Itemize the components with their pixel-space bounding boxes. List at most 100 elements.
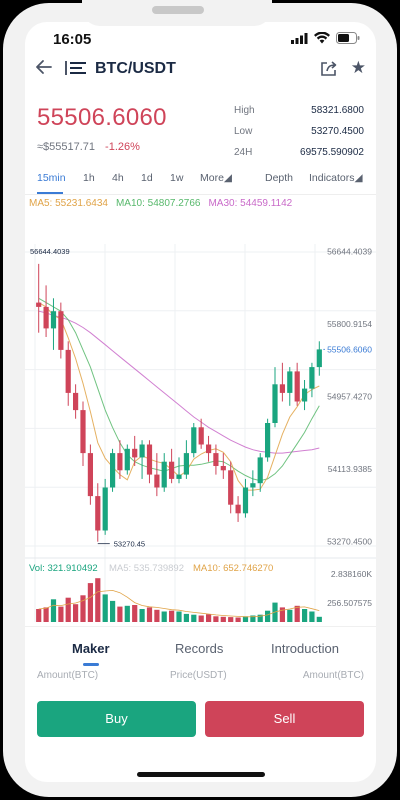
volume-bar bbox=[169, 610, 175, 622]
last-price: 55506.6060 bbox=[37, 104, 167, 131]
candle-body bbox=[169, 461, 175, 479]
tab-1w[interactable]: 1w bbox=[170, 172, 184, 184]
wifi-icon bbox=[314, 32, 330, 44]
volume-bar bbox=[294, 605, 300, 622]
y-axis-label: 54957.4270 bbox=[327, 392, 372, 402]
candle-body bbox=[191, 427, 197, 454]
volume-bar bbox=[302, 609, 308, 622]
candle-body bbox=[132, 448, 138, 458]
tab-records[interactable]: Records bbox=[175, 641, 224, 656]
notch bbox=[82, 0, 272, 26]
candle-body bbox=[80, 410, 86, 454]
kline-chart[interactable]: 56644.4039 55800.9154 55506.6060 54957.4270… bbox=[25, 222, 376, 624]
candle-body bbox=[110, 453, 116, 488]
ma-legend: MA5: 55231.6434 MA10: 54807.2766 MA30: 544… bbox=[29, 198, 292, 209]
tab-1h[interactable]: 1h bbox=[83, 172, 95, 184]
pair-title[interactable]: BTC/USDT bbox=[95, 60, 176, 77]
candle-body bbox=[154, 474, 160, 488]
candle-body bbox=[250, 483, 256, 488]
app-screen: 16:05 BTC/USDT ★ 55506.6060 ≈$55517.71 -1… bbox=[25, 22, 376, 782]
candle-body bbox=[228, 470, 234, 505]
ma30-value: MA30: 54459.1142 bbox=[208, 198, 293, 209]
candle-body bbox=[279, 384, 285, 393]
tab-depth[interactable]: Depth bbox=[265, 172, 294, 184]
ma10-value: MA10: 54807.2766 bbox=[115, 198, 201, 209]
candle-body bbox=[102, 487, 108, 531]
tab-introduction[interactable]: Introduction bbox=[271, 641, 339, 656]
tab-1d[interactable]: 1d bbox=[141, 172, 153, 184]
y-axis-label: 55800.9154 bbox=[327, 319, 372, 329]
volume-bar bbox=[279, 607, 285, 622]
volume-bar bbox=[95, 578, 101, 622]
candle-body bbox=[87, 453, 93, 497]
volume-bar bbox=[309, 611, 315, 622]
tab-more[interactable]: More◢ bbox=[200, 172, 232, 184]
ma30-line bbox=[38, 310, 320, 454]
col-amount-2: Amount(BTC) bbox=[302, 670, 364, 681]
tab-indicators[interactable]: Indicators◢ bbox=[309, 172, 363, 184]
volume-y-label: 2.838160K bbox=[331, 569, 372, 579]
volume-bar bbox=[265, 610, 271, 622]
volume-bar bbox=[183, 613, 189, 622]
current-price-label: 55506.6060 bbox=[327, 344, 372, 354]
battery-icon bbox=[336, 32, 360, 44]
volume-bar bbox=[102, 594, 108, 622]
candle-body bbox=[117, 453, 123, 471]
y-axis-label: 54113.9385 bbox=[328, 464, 373, 474]
volume-bar bbox=[242, 616, 249, 622]
volume-bar bbox=[220, 616, 226, 622]
status-icons bbox=[291, 32, 360, 44]
candle-body bbox=[213, 453, 219, 466]
share-icon[interactable] bbox=[320, 60, 338, 77]
volume-bar bbox=[206, 614, 212, 622]
fiat-price: ≈$55517.71 -1.26% bbox=[37, 141, 140, 153]
candle-body bbox=[309, 367, 315, 389]
buy-button[interactable]: Buy bbox=[37, 701, 196, 737]
candle-body bbox=[220, 466, 226, 471]
candle-body bbox=[65, 349, 71, 393]
menu-icon[interactable] bbox=[65, 61, 87, 75]
volume-value: Vol: 321.910492 bbox=[29, 563, 98, 574]
back-arrow-icon[interactable] bbox=[35, 59, 53, 75]
stat-low-label: Low bbox=[234, 126, 253, 137]
volume-bar bbox=[198, 615, 204, 622]
volume-bar bbox=[50, 599, 57, 622]
stat-low: Low 53270.4500 bbox=[234, 121, 364, 142]
volume-bar bbox=[80, 595, 86, 622]
candle-body bbox=[257, 457, 263, 484]
stat-high-value: 58321.6800 bbox=[311, 105, 364, 116]
candle-body bbox=[95, 496, 101, 531]
tab-15min[interactable]: 15min bbox=[37, 172, 66, 184]
sell-button[interactable]: Sell bbox=[205, 701, 364, 737]
volume-ma-line bbox=[38, 589, 320, 618]
favorite-star-icon[interactable]: ★ bbox=[350, 58, 366, 77]
candle-body bbox=[124, 448, 130, 471]
candle-body bbox=[287, 371, 293, 393]
candle-body bbox=[294, 371, 300, 402]
volume-bar bbox=[58, 606, 64, 622]
tab-4h[interactable]: 4h bbox=[112, 172, 124, 184]
top-bar: BTC/USDT ★ bbox=[25, 52, 376, 88]
volume-bar bbox=[87, 583, 93, 622]
candle-body bbox=[272, 384, 278, 423]
volume-bar bbox=[124, 605, 130, 622]
price-change: -1.26% bbox=[105, 141, 140, 153]
volume-bar bbox=[146, 607, 153, 622]
volume-bar bbox=[43, 607, 49, 622]
interval-tabs: 15min 1h 4h 1d 1w More◢ Depth Indicators… bbox=[25, 166, 376, 195]
y-axis-label: 56644.4039 bbox=[327, 247, 372, 257]
ma5-value: MA5: 55231.6434 bbox=[29, 198, 108, 209]
candle-body bbox=[235, 504, 241, 514]
bottom-tabs: Maker Records Introduction bbox=[25, 626, 376, 667]
tab-maker[interactable]: Maker bbox=[72, 641, 110, 656]
volume-bar bbox=[316, 616, 322, 622]
candle-body bbox=[198, 427, 204, 445]
volume-bar bbox=[154, 609, 160, 622]
stat-high-label: High bbox=[234, 105, 255, 116]
candle-body bbox=[58, 311, 64, 350]
signal-icon bbox=[291, 32, 308, 44]
volume-bar bbox=[132, 605, 138, 622]
speaker-grille bbox=[152, 6, 204, 14]
volume-bar bbox=[176, 611, 182, 622]
